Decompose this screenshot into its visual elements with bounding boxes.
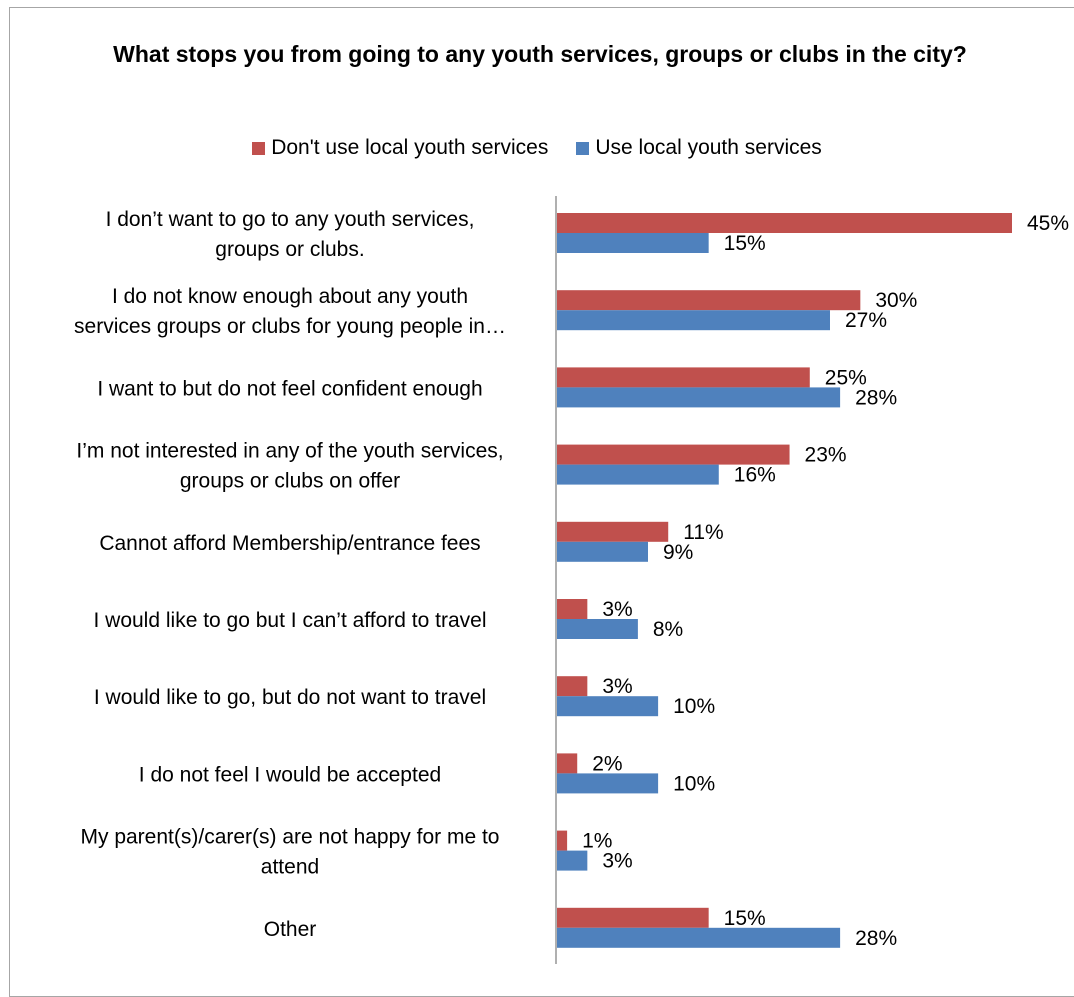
category-label: My parent(s)/carer(s) are not happy for … <box>81 826 500 849</box>
value-label-use: 28% <box>855 386 897 409</box>
category-label: groups or clubs. <box>215 238 364 261</box>
bar-use <box>557 541 648 562</box>
bar-dont-use <box>557 367 810 388</box>
bar-dont-use <box>557 213 1012 233</box>
legend-label-use: Use local youth services <box>595 136 822 159</box>
value-label-dont-use: 11% <box>683 521 723 544</box>
value-label-use: 3% <box>602 850 632 873</box>
legend: Don't use local youth services Use local… <box>0 133 1074 163</box>
value-label-dont-use: 3% <box>602 598 632 621</box>
bar-use <box>557 696 659 717</box>
category-label: I would like to go, but do not want to t… <box>94 686 486 709</box>
bar-use <box>557 387 841 408</box>
value-label-dont-use: 25% <box>825 366 867 389</box>
bar-dont-use <box>557 444 790 465</box>
bar-dont-use <box>557 599 588 619</box>
category-label: I want to but do not feel confident enou… <box>97 377 482 400</box>
bar-use <box>557 464 719 485</box>
category-label: I don’t want to go to any youth services… <box>106 208 475 231</box>
legend-item-dont-use: Don't use local youth services <box>252 136 548 160</box>
value-label-use: 28% <box>855 927 897 950</box>
legend-label-dont-use: Don't use local youth services <box>271 136 549 159</box>
value-label-dont-use: 45% <box>1027 212 1069 235</box>
value-label-use: 9% <box>663 541 693 564</box>
value-label-dont-use: 2% <box>592 752 622 775</box>
category-label: services groups or clubs for young peopl… <box>74 315 506 338</box>
bar-use <box>557 773 659 794</box>
value-label-dont-use: 1% <box>582 830 612 853</box>
category-label: Cannot afford Membership/entrance fees <box>99 532 480 555</box>
bar-use <box>557 850 588 871</box>
bar-use <box>557 310 830 331</box>
value-label-use: 16% <box>734 464 776 487</box>
value-label-use: 10% <box>673 695 715 718</box>
category-label: I do not know enough about any youth <box>112 285 468 308</box>
bar-dont-use <box>557 753 578 774</box>
bar-dont-use <box>557 676 588 697</box>
value-label-dont-use: 23% <box>805 444 847 467</box>
value-label-use: 10% <box>673 772 715 795</box>
category-label: groups or clubs on offer <box>180 470 400 493</box>
legend-swatch-dont-use <box>252 141 266 155</box>
category-label: I’m not interested in any of the youth s… <box>76 440 503 463</box>
bar-dont-use <box>557 907 709 928</box>
legend-item-use: Use local youth services <box>576 136 822 160</box>
category-label: Other <box>264 918 317 941</box>
category-label: attend <box>261 856 319 879</box>
bar-dont-use <box>557 830 568 851</box>
bar-dont-use <box>557 521 669 542</box>
bar-use <box>557 233 709 253</box>
value-label-dont-use: 3% <box>602 675 632 698</box>
value-label-dont-use: 15% <box>724 907 766 930</box>
value-label-use: 15% <box>724 232 766 255</box>
bar-use <box>557 927 841 948</box>
bar-dont-use <box>557 290 861 311</box>
value-label-use: 27% <box>845 309 887 332</box>
category-label: I would like to go but I can’t afford to… <box>93 609 486 632</box>
value-label-dont-use: 30% <box>875 289 917 312</box>
value-label-use: 8% <box>653 618 683 641</box>
chart-title: What stops you from going to any youth s… <box>113 41 967 67</box>
legend-swatch-use <box>576 141 590 155</box>
category-label: I do not feel I would be accepted <box>139 763 441 786</box>
bar-use <box>557 619 638 639</box>
